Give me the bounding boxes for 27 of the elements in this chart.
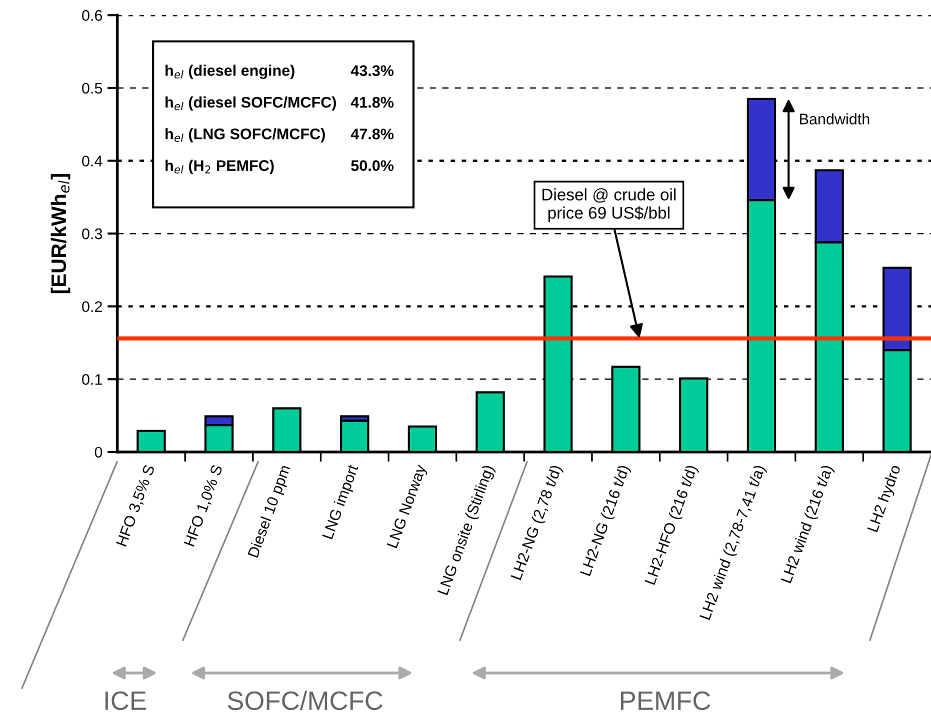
- text: SOFC/MCFC: [228, 690, 382, 710]
- annotation: 43.3%: [350, 65, 394, 76]
- y-axis-title: [EUR/kWh$_{el}$]: [50, 174, 70, 294]
- annotation: h$_{el}$ (diesel engine): [166, 64, 294, 79]
- x-tick-label: HFO 3,5% S: [116, 464, 157, 548]
- y-tick-label: 0: [94, 446, 102, 458]
- y-tick-label: 0.2: [82, 301, 102, 312]
- x-tick-label: LNG import: [322, 464, 362, 541]
- annotation: h$_{el}$ (H$_{2}$ PEMFC): [166, 160, 274, 174]
- annotation: 50.0%: [351, 160, 394, 172]
- x-tick-label: LH2 hydro: [866, 464, 904, 534]
- annotation: Bandwidth: [800, 113, 870, 124]
- ref-line-label: Diesel @ crude oil price 69 US$/bbl: [542, 188, 676, 222]
- y-tick-label: 0.3: [82, 228, 102, 240]
- annotation: 47.8%: [350, 128, 394, 140]
- annotation: h$_{el}$ (LNG SOFC/MCFC): [166, 128, 325, 142]
- y-tick-label: 0.4: [82, 156, 102, 166]
- annotation: 41.8%: [350, 96, 394, 108]
- y-tick-label: 0.6: [82, 10, 102, 21]
- x-tick-label: HFO 1,0% S: [184, 464, 224, 548]
- annotation: h$_{el}$ (diesel SOFC/MCFC): [166, 96, 336, 111]
- text: ICE: [105, 691, 146, 710]
- y-tick-label: 0.5: [82, 82, 102, 94]
- y-tick-label: 0.1: [82, 374, 102, 385]
- x-tick-label: LH2 wind (216 t/a): [780, 464, 836, 584]
- text: PEMFC: [620, 691, 710, 710]
- x-tick-label: Diesel 10 ppm: [247, 464, 294, 559]
